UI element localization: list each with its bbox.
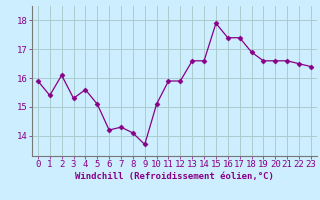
X-axis label: Windchill (Refroidissement éolien,°C): Windchill (Refroidissement éolien,°C): [75, 172, 274, 181]
